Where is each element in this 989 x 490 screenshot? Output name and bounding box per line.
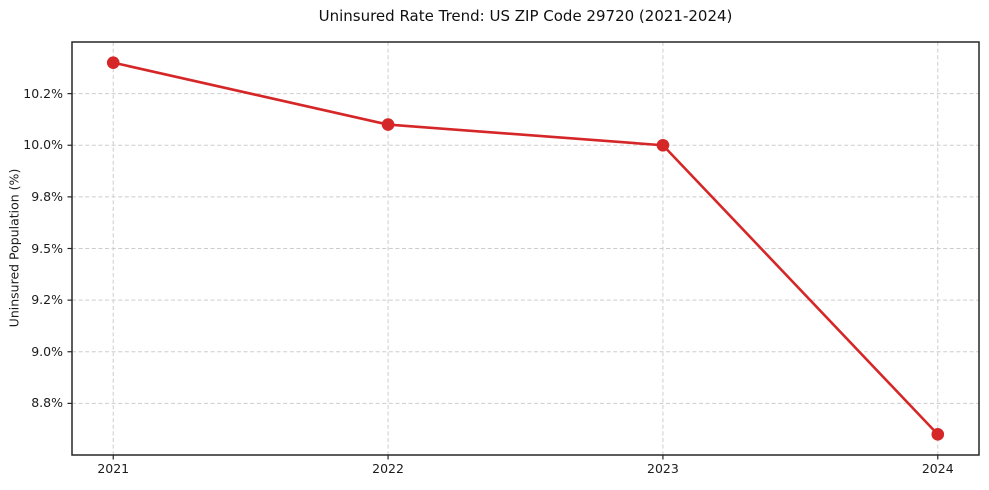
x-tick-label: 2024	[921, 461, 954, 476]
x-tick-label: 2021	[97, 461, 130, 476]
y-tick-label: 8.8%	[31, 395, 63, 411]
chart-title: Uninsured Rate Trend: US ZIP Code 29720 …	[318, 7, 733, 25]
y-tick-label: 10.2%	[23, 85, 63, 101]
y-tick-label: 10.0%	[23, 137, 63, 153]
y-tick-label: 9.0%	[31, 343, 63, 359]
x-tick-label: 2023	[647, 461, 679, 476]
data-point-2021	[106, 56, 120, 69]
trend-line	[111, 61, 940, 436]
data-point-2024	[931, 428, 945, 441]
data-point-2023	[656, 138, 670, 152]
data-point-2022	[381, 118, 395, 131]
x-tick-label: 2022	[372, 461, 404, 476]
y-tick-label: 9.8%	[31, 188, 63, 204]
y-tick-label: 9.2%	[31, 292, 63, 308]
y-tick-label: 9.5%	[31, 240, 63, 256]
plot-border	[71, 41, 980, 456]
